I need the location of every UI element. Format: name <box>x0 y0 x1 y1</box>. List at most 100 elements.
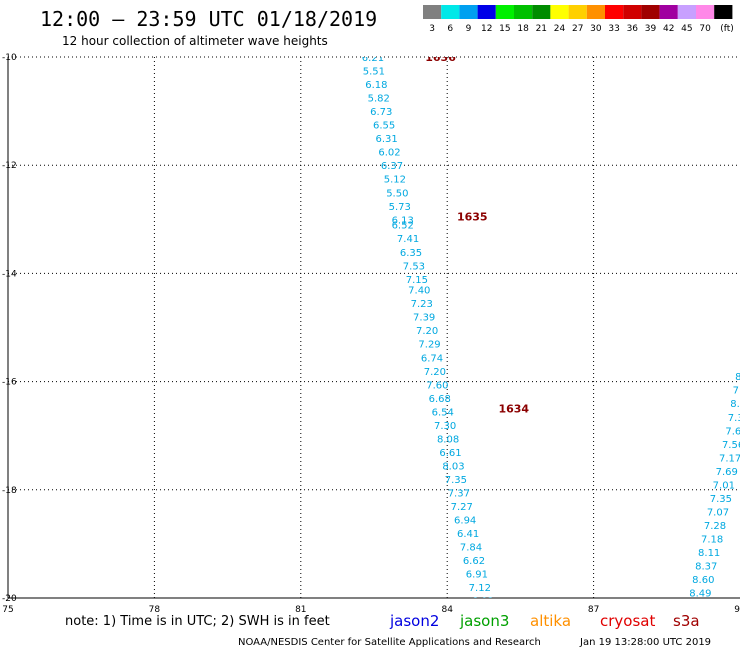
legend-swatch <box>623 5 642 19</box>
legend-bin-label: 36 <box>627 24 639 34</box>
swh-label: 6.37 <box>381 161 403 172</box>
x-tick-label: 87 <box>588 605 599 615</box>
swh-label: 6.35 <box>400 248 422 259</box>
swh-label: 6.74 <box>421 353 443 364</box>
x-tick-label: 75 <box>2 605 13 615</box>
swh-label: 7.07 <box>707 507 729 518</box>
satellite-legend: jason2 jason3 altika cryosat s3a <box>389 612 700 630</box>
swh-label: 6.68 <box>429 394 451 405</box>
y-tick-label: -16 <box>2 378 17 388</box>
legend-swatch <box>586 5 605 19</box>
chart-title: 12:00 — 23:59 UTC 01/18/2019 <box>40 7 377 31</box>
legend-bin-label: 18 <box>517 24 529 34</box>
legend-swatch <box>550 5 569 19</box>
y-tick-label: -10 <box>2 53 17 63</box>
swh-label: 5.73 <box>389 202 411 213</box>
swh-label: 6.73 <box>370 107 392 118</box>
time-labels: 1636 1635 1634 <box>425 51 529 416</box>
swh-label: 6.02 <box>378 148 400 159</box>
swh-label: 5.12 <box>384 175 406 186</box>
x-tick-label: 78 <box>149 605 161 615</box>
swh-label: 8.49 <box>689 589 711 600</box>
swh-labels: 6.21 5.51 6.18 5.82 6.73 6.55 6.31 6.02 6.37 5.12… <box>362 53 740 600</box>
legend-swatch <box>495 5 514 19</box>
legend-swatch <box>568 5 587 19</box>
legend-swatch <box>532 5 551 19</box>
swh-label: 7.20 <box>424 367 446 378</box>
swh-label: 7.31 <box>728 413 740 424</box>
legend-bin-label: 24 <box>554 24 566 34</box>
axis-ticks: 75 78 81 84 87 90 -10 -12 -14 -16 -18 -20 <box>2 53 740 615</box>
legend-bin-label: 9 <box>466 24 472 34</box>
swh-label: 7.60 <box>426 380 448 391</box>
swh-label: 8.5 <box>735 372 740 383</box>
swh-label: 7.23 <box>411 299 433 310</box>
legend-swatch <box>659 5 678 19</box>
swh-label: 7.37 <box>448 489 470 500</box>
swh-label: 7.20 <box>416 326 438 337</box>
swh-label: 8.60 <box>692 575 714 586</box>
swh-label: 6.52 <box>392 221 414 232</box>
legend-bin-label: 21 <box>536 24 547 34</box>
swh-label: 7.85 <box>733 386 740 397</box>
swh-label: 6.94 <box>454 516 476 527</box>
legend-bin-label: 12 <box>481 24 492 34</box>
swh-label: 7.39 <box>413 313 435 324</box>
satellite-label: jason3 <box>459 612 509 630</box>
legend-swatch <box>696 5 715 19</box>
legend-bin-label: 45 <box>681 24 692 34</box>
x-tick-label: 84 <box>441 605 453 615</box>
legend-bin-label: 6 <box>447 24 453 34</box>
swh-label: 8.08 <box>437 434 459 445</box>
swh-label: 8.03 <box>442 461 464 472</box>
swh-label: 6.21 <box>362 53 384 64</box>
swh-label: 6.18 <box>365 80 387 91</box>
color-legend: 3 6 9 12 15 18 21 24 27 30 33 36 39 42 45 70 (ft) <box>423 5 734 34</box>
time-label: 1635 <box>457 211 488 224</box>
footer-credit: NOAA/NESDIS Center for Satellite Applica… <box>238 637 541 648</box>
footer-timestamp: Jan 19 13:28:00 UTC 2019 <box>579 637 711 648</box>
legend-bin-label: 70 <box>699 24 711 34</box>
legend-bin-label: 3 <box>429 24 435 34</box>
satellite-label: jason2 <box>389 612 439 630</box>
swh-label: 7.69 <box>716 467 738 478</box>
legend-bin-label: 42 <box>663 24 674 34</box>
swh-label: 7.60 <box>725 426 740 437</box>
swh-label: 7.53 <box>403 261 425 272</box>
legend-bin-label: 30 <box>590 24 602 34</box>
time-label: 1636 <box>425 51 456 64</box>
legend-swatch <box>677 5 696 19</box>
legend-bin-label: 39 <box>645 24 657 34</box>
legend-swatch <box>459 5 478 19</box>
swh-label: 7.56 <box>722 440 740 451</box>
swh-label: 5.50 <box>386 188 408 199</box>
swh-label: 6.91 <box>466 570 488 581</box>
swh-label: 7.28 <box>704 521 726 532</box>
swh-label: 5.51 <box>363 67 385 78</box>
legend-swatch <box>714 5 733 19</box>
grid <box>8 56 740 598</box>
swh-label: 7.29 <box>418 340 440 351</box>
swh-label: 8.11 <box>698 548 720 559</box>
legend-swatch <box>441 5 460 19</box>
swh-label: 6.55 <box>373 121 395 132</box>
legend-swatch <box>514 5 533 19</box>
legend-swatch <box>477 5 496 19</box>
swh-label: 7.17 <box>719 453 740 464</box>
legend-swatch <box>641 5 660 19</box>
swh-label: 6.61 <box>439 448 461 459</box>
x-tick-label: 90 <box>734 605 740 615</box>
satellite-label: cryosat <box>600 612 655 630</box>
y-tick-label: -14 <box>2 269 17 279</box>
swh-label: 6.54 <box>432 407 454 418</box>
plot-area: 757881848790-10-12-14-16-18-20 6.215.516… <box>2 51 740 615</box>
legend-bin-label: 27 <box>572 24 583 34</box>
legend-swatch <box>423 5 442 19</box>
x-tick-label: 81 <box>295 605 306 615</box>
time-label: 1634 <box>498 403 529 416</box>
legend-unit: (ft) <box>720 24 734 34</box>
swh-label: 7.40 <box>408 286 430 297</box>
legend-bin-label: 33 <box>608 24 619 34</box>
swh-label: 8.37 <box>730 399 740 410</box>
